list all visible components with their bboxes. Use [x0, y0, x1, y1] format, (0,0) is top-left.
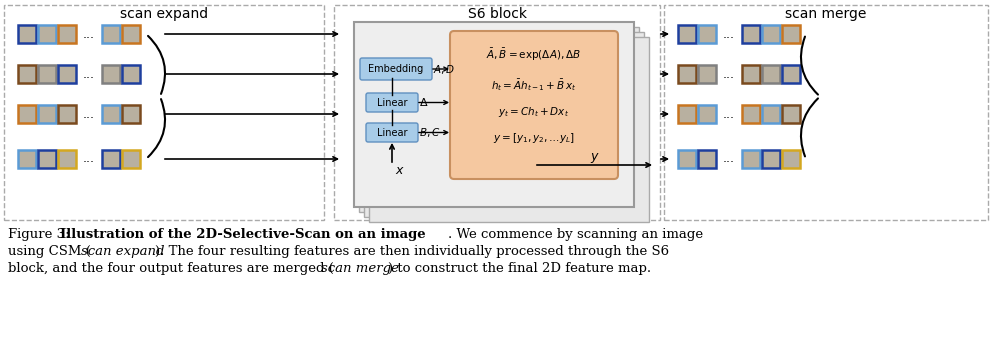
Bar	[762, 65, 780, 83]
Bar	[38, 65, 56, 83]
Text: using CSM (: using CSM (	[8, 245, 91, 258]
Bar	[102, 65, 120, 83]
Bar	[18, 25, 36, 43]
Text: ...: ...	[723, 152, 735, 165]
Text: $\Delta$: $\Delta$	[419, 97, 428, 108]
Bar	[58, 150, 76, 168]
Bar	[678, 65, 696, 83]
Text: ...: ...	[83, 152, 95, 165]
Bar	[698, 150, 716, 168]
Bar	[18, 105, 36, 123]
FancyBboxPatch shape	[366, 93, 418, 112]
Bar	[762, 150, 780, 168]
Text: scan merge: scan merge	[785, 7, 867, 21]
Text: Linear: Linear	[377, 97, 407, 107]
Text: Embedding: Embedding	[369, 64, 423, 74]
Bar	[678, 150, 696, 168]
Text: $y_t = Ch_t + Dx_t$: $y_t = Ch_t + Dx_t$	[498, 105, 570, 119]
Bar	[742, 25, 760, 43]
Text: ...: ...	[83, 107, 95, 120]
Bar	[354, 22, 634, 207]
Text: scan merge: scan merge	[321, 262, 399, 275]
Text: ...: ...	[723, 67, 735, 80]
Bar	[18, 65, 36, 83]
Bar	[364, 32, 644, 217]
Bar	[58, 65, 76, 83]
Text: $y = [y_1, y_2, \ldots y_L]$: $y = [y_1, y_2, \ldots y_L]$	[493, 131, 575, 145]
FancyBboxPatch shape	[366, 123, 418, 142]
Bar	[102, 25, 120, 43]
Bar	[782, 65, 800, 83]
Text: Illustration of the 2D-Selective-Scan on an image: Illustration of the 2D-Selective-Scan on…	[60, 228, 425, 241]
Bar	[334, 5, 660, 220]
Bar	[782, 25, 800, 43]
Text: ...: ...	[723, 107, 735, 120]
Text: $\bar{A}, \bar{B} = \exp(\Delta A), \Delta B$: $\bar{A}, \bar{B} = \exp(\Delta A), \Del…	[487, 47, 582, 63]
Text: block, and the four output features are merged (: block, and the four output features are …	[8, 262, 334, 275]
Bar	[664, 5, 988, 220]
Text: ). The four resulting features are then individually processed through the S6: ). The four resulting features are then …	[155, 245, 669, 258]
FancyBboxPatch shape	[360, 58, 432, 80]
Text: Linear: Linear	[377, 128, 407, 138]
Bar	[762, 105, 780, 123]
Bar	[359, 27, 639, 212]
FancyBboxPatch shape	[450, 31, 618, 179]
Bar	[122, 25, 140, 43]
Bar	[38, 150, 56, 168]
Bar	[678, 25, 696, 43]
Bar	[678, 105, 696, 123]
Bar	[762, 25, 780, 43]
Bar	[742, 65, 760, 83]
Text: . We commence by scanning an image: . We commence by scanning an image	[448, 228, 704, 241]
Bar	[369, 37, 649, 222]
Text: ...: ...	[723, 28, 735, 41]
Bar	[782, 105, 800, 123]
Bar	[4, 5, 324, 220]
Text: S6 block: S6 block	[468, 7, 526, 21]
Text: Figure 3:: Figure 3:	[8, 228, 74, 241]
Bar	[742, 105, 760, 123]
Bar	[58, 25, 76, 43]
Text: ...: ...	[83, 28, 95, 41]
Bar	[782, 150, 800, 168]
Bar	[742, 150, 760, 168]
Bar	[102, 150, 120, 168]
Text: $B, C$: $B, C$	[419, 126, 441, 139]
Text: $h_t = \bar{A}h_{t-1} + \bar{B}\, x_t$: $h_t = \bar{A}h_{t-1} + \bar{B}\, x_t$	[492, 77, 577, 93]
Bar	[102, 105, 120, 123]
Text: scan expand: scan expand	[120, 7, 208, 21]
Text: $A, D$: $A, D$	[433, 63, 456, 75]
Bar	[122, 65, 140, 83]
Text: $y$: $y$	[590, 151, 600, 165]
Bar	[122, 150, 140, 168]
Bar	[38, 25, 56, 43]
Bar	[698, 25, 716, 43]
Bar	[698, 105, 716, 123]
Bar	[38, 105, 56, 123]
Bar	[18, 150, 36, 168]
Bar	[122, 105, 140, 123]
Text: ) to construct the final 2D feature map.: ) to construct the final 2D feature map.	[388, 262, 651, 275]
Text: ...: ...	[83, 67, 95, 80]
Text: scan expand: scan expand	[81, 245, 165, 258]
Text: $x$: $x$	[395, 163, 405, 176]
Bar	[698, 65, 716, 83]
Bar	[58, 105, 76, 123]
